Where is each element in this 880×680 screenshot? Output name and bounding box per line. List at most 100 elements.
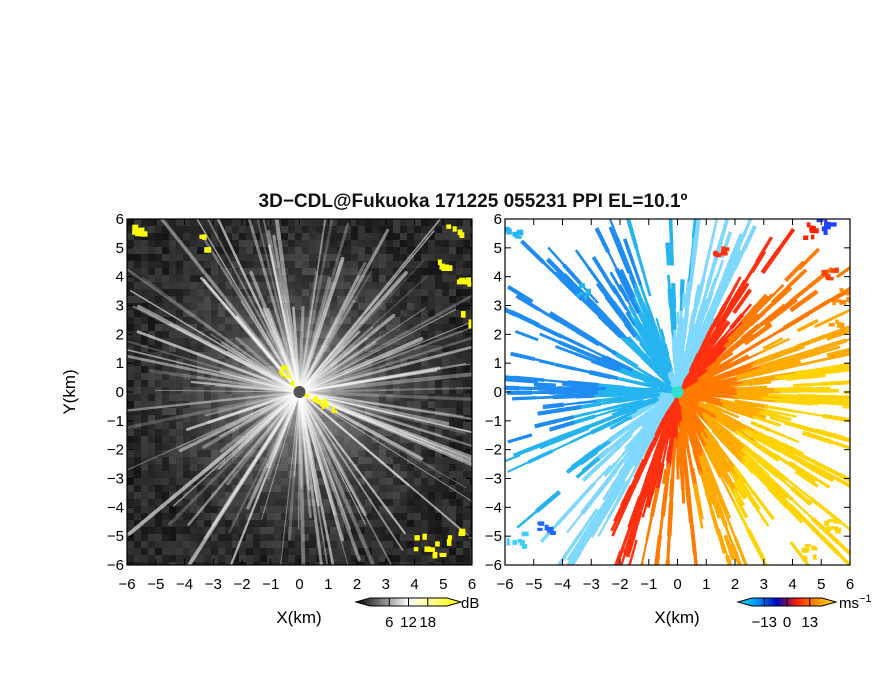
left-echo-cell (316, 400, 320, 404)
left-noise-cell (134, 485, 141, 492)
left-ylabel: Y(km) (60, 369, 79, 414)
right-ytick-label: 6 (494, 211, 502, 228)
left-noise-cell (463, 254, 470, 261)
left-noise-cell (155, 520, 162, 527)
right-velocity-beam (769, 479, 789, 499)
left-noise-cell (127, 226, 134, 233)
right-velocity-beam (662, 468, 668, 484)
right-velocity-beam (569, 531, 591, 562)
left-echo-cell (468, 323, 472, 329)
left-noise-cell (190, 219, 197, 226)
right-ytick-label: −4 (485, 499, 502, 516)
left-noise-cell (190, 240, 197, 247)
left-beam (297, 390, 361, 561)
right-velocity-beam (762, 337, 784, 350)
right-velocity-beam (667, 503, 674, 537)
right-velocity-beam (714, 415, 741, 436)
left-noise-cell (365, 226, 372, 233)
right-velocity-beam (635, 366, 660, 382)
right-velocity-beam (597, 516, 611, 537)
left-noise-cell (127, 408, 134, 415)
left-beam (298, 390, 410, 487)
left-beam (228, 390, 301, 534)
right-velocity-beam (620, 550, 628, 565)
left-noise-cell (148, 282, 155, 289)
left-beam (127, 390, 302, 430)
left-beam (297, 390, 376, 565)
right-velocity-beam (739, 303, 753, 318)
right-velocity-beam (740, 337, 766, 356)
left-noise-cell (190, 548, 197, 555)
right-xtick-label: 0 (673, 576, 681, 593)
right-velocity-beam (534, 419, 557, 429)
left-noise-cell (225, 233, 232, 240)
right-velocity-beam (582, 345, 609, 360)
left-noise-cell (470, 289, 472, 296)
left-noise-cell (435, 254, 442, 261)
left-noise-cell (183, 240, 190, 247)
left-beam (297, 390, 344, 542)
right-velocity-beam (775, 399, 812, 406)
left-noise-cell (393, 240, 400, 247)
right-velocity-beam (670, 467, 675, 483)
left-noise-cell (414, 513, 421, 520)
right-velocity-beam (754, 506, 770, 527)
right-velocity-beam (709, 493, 722, 519)
right-velocity-beam (579, 449, 599, 466)
right-velocity-beam (730, 318, 745, 335)
left-echo-cell (132, 229, 139, 235)
left-noise-cell (232, 555, 239, 562)
right-velocity-beam (711, 335, 726, 351)
right-velocity-beam (778, 395, 818, 402)
left-beam (298, 390, 472, 420)
left-noise-cell (456, 457, 463, 464)
right-velocity-beam (716, 530, 726, 555)
left-noise-cell (463, 324, 470, 331)
right-velocity-beam (612, 449, 633, 474)
right-xtick-label: −4 (554, 576, 571, 593)
left-noise-cell (463, 268, 470, 275)
left-noise-cell (169, 233, 176, 240)
right-velocity-beam (722, 252, 736, 278)
left-noise-cell (442, 534, 449, 541)
right-velocity-beam (750, 420, 771, 432)
right-velocity-beam (708, 441, 722, 460)
left-beam (297, 341, 377, 394)
left-echo-cell (446, 539, 452, 546)
right-velocity-beam (843, 338, 850, 343)
right-velocity-beam (719, 344, 739, 361)
left-noise-cell (155, 247, 162, 254)
left-noise-cell (442, 282, 449, 289)
left-noise-cell (141, 261, 148, 268)
right-echo-cell (825, 526, 832, 532)
left-noise-cell (470, 415, 472, 422)
right-velocity-beam (718, 528, 729, 560)
left-noise-cell (442, 492, 449, 499)
left-noise-cell (421, 513, 428, 520)
right-velocity-beam (609, 271, 623, 293)
left-beam (298, 222, 350, 394)
left-beam (297, 276, 332, 394)
right-velocity-beam (627, 269, 638, 290)
right-velocity-beam (657, 402, 669, 416)
right-velocity-beam (727, 483, 740, 503)
right-velocity-beam (718, 219, 729, 246)
right-velocity-beam (726, 317, 751, 342)
left-noise-cell (456, 310, 463, 317)
right-velocity-beam (791, 465, 817, 483)
left-noise-cell (442, 254, 449, 261)
right-velocity-beam (566, 535, 585, 561)
right-velocity-beam (620, 487, 633, 507)
left-beam (196, 219, 301, 393)
right-velocity-beam (604, 359, 620, 370)
right-velocity-beam (646, 489, 655, 508)
left-echo-cell (323, 403, 327, 407)
left-noise-cell (141, 562, 148, 565)
right-velocity-beam (761, 396, 794, 402)
left-noise-cell (141, 240, 148, 247)
left-noise-cell (421, 527, 428, 534)
left-noise-cell (183, 233, 190, 240)
left-noise-cell (435, 520, 442, 527)
right-xtick-label: −6 (496, 576, 513, 593)
left-noise-cell (148, 247, 155, 254)
